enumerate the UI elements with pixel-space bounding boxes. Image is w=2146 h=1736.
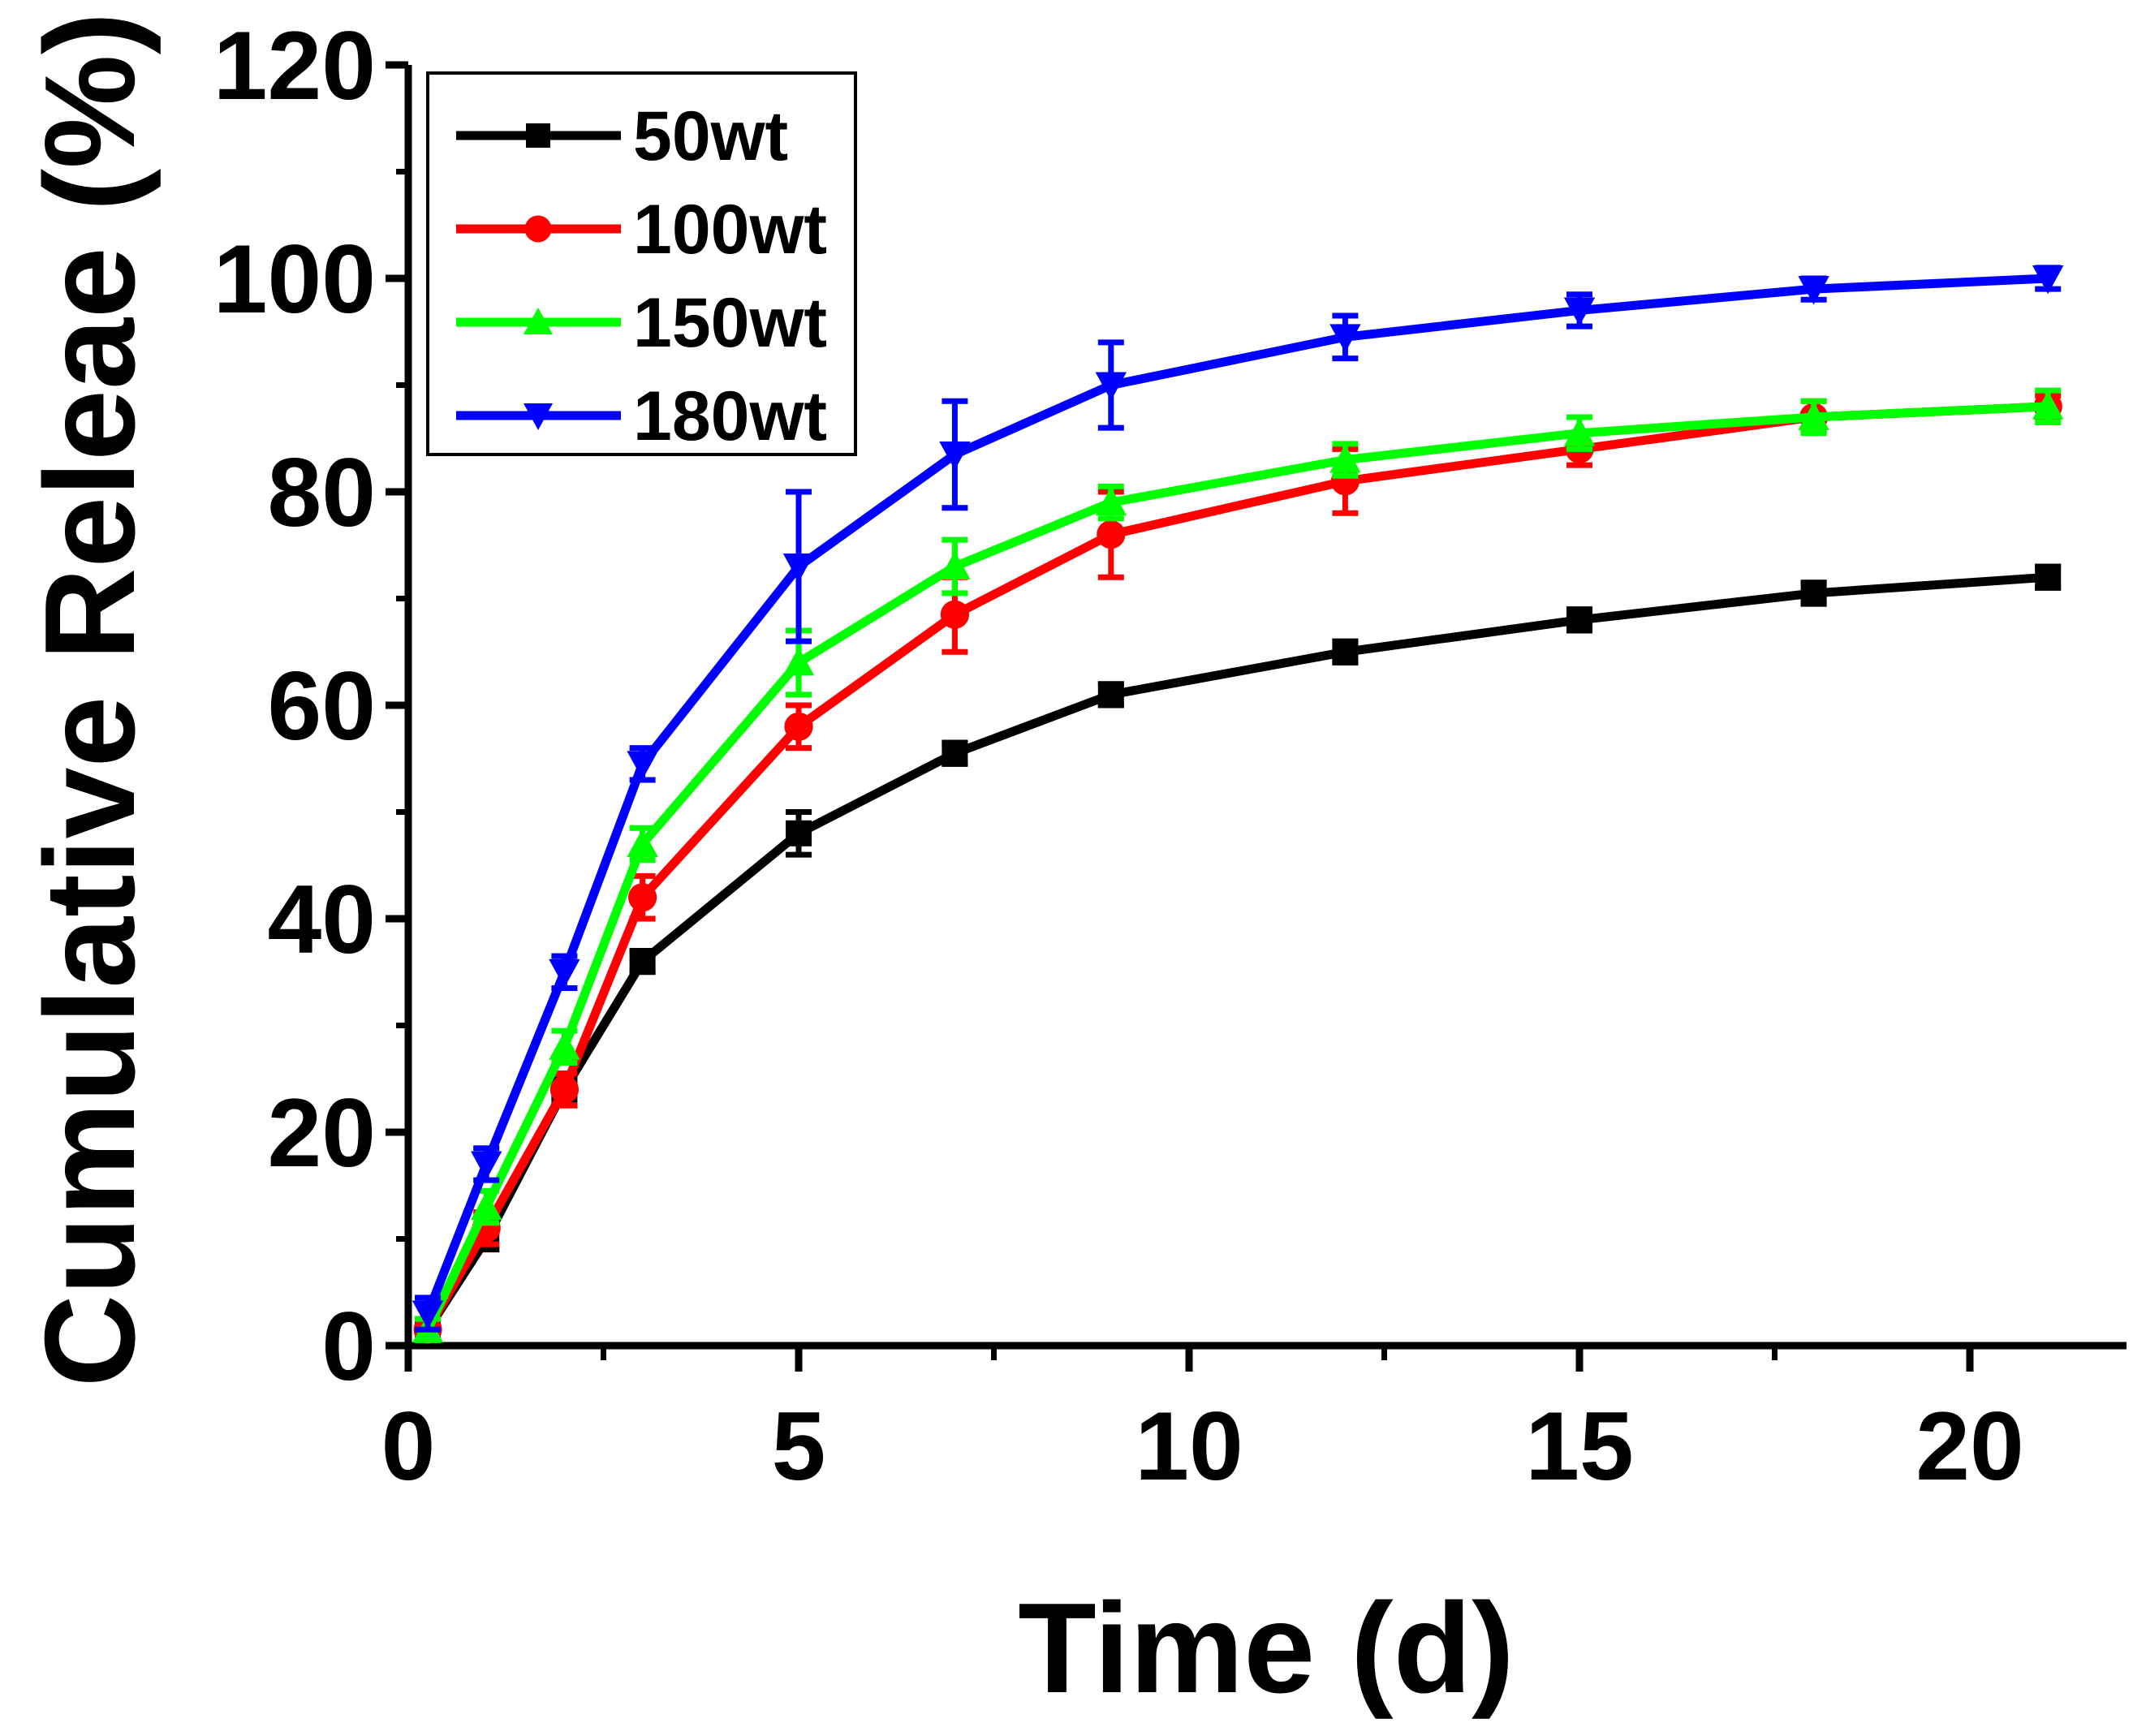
data-point bbox=[628, 883, 657, 912]
x-tick-label: 15 bbox=[1525, 1392, 1633, 1501]
legend-item-50wt: 50wt bbox=[456, 97, 788, 175]
data-point bbox=[2035, 564, 2062, 591]
series-layer bbox=[412, 265, 2064, 1344]
data-point bbox=[549, 958, 580, 988]
data-point bbox=[1329, 324, 1361, 353]
data-point bbox=[549, 1075, 580, 1104]
x-tick-label: 0 bbox=[381, 1392, 436, 1501]
data-point bbox=[627, 751, 658, 780]
data-point bbox=[784, 712, 813, 741]
data-point bbox=[1798, 276, 1829, 305]
y-tick-label: 20 bbox=[268, 1079, 376, 1187]
data-point bbox=[782, 554, 815, 583]
legend-label: 180wt bbox=[633, 377, 827, 455]
data-point bbox=[940, 600, 969, 629]
legend-marker bbox=[524, 403, 553, 430]
legend-item-150wt: 150wt bbox=[456, 284, 827, 362]
x-axis-title: Time (d) bbox=[1018, 1577, 1515, 1720]
data-point bbox=[1563, 297, 1596, 326]
y-tick-label: 100 bbox=[213, 225, 376, 334]
legend-label: 150wt bbox=[633, 284, 827, 362]
axes: 0 20 40 60 80 100 120 0 5 10 15 20 bbox=[213, 11, 2127, 1501]
y-tick-label: 80 bbox=[268, 438, 376, 547]
data-point bbox=[1095, 486, 1127, 516]
y-tick-label: 0 bbox=[321, 1292, 376, 1401]
series-180wt bbox=[412, 265, 2064, 1333]
data-point bbox=[1097, 681, 1124, 708]
data-point bbox=[786, 820, 812, 846]
legend-label: 100wt bbox=[633, 191, 827, 269]
series-150wt bbox=[412, 387, 2064, 1343]
data-point bbox=[549, 1031, 580, 1060]
data-point bbox=[629, 948, 656, 975]
legend-label: 50wt bbox=[633, 97, 788, 175]
data-point bbox=[942, 740, 968, 767]
data-point bbox=[412, 1300, 444, 1329]
legend-item-180wt: 180wt bbox=[456, 377, 827, 455]
legend: 50wt 100wt 150wt 180wt bbox=[426, 71, 857, 456]
y-tick-label: 60 bbox=[268, 652, 376, 760]
data-point bbox=[471, 1151, 502, 1180]
data-point bbox=[2032, 390, 2064, 420]
y-tick-label: 40 bbox=[268, 865, 376, 974]
data-point bbox=[1563, 417, 1596, 446]
data-point bbox=[471, 1191, 502, 1221]
data-point bbox=[2032, 265, 2064, 295]
data-point bbox=[1095, 372, 1127, 401]
legend-marker bbox=[524, 215, 552, 243]
data-point bbox=[1798, 401, 1829, 430]
x-tick-label: 5 bbox=[772, 1392, 826, 1501]
legend-marker bbox=[524, 308, 553, 334]
y-axis-title: Cumulative Releae (%) bbox=[19, 12, 162, 1388]
data-point bbox=[627, 828, 658, 857]
series-50wt bbox=[415, 563, 2062, 1343]
legend-marker bbox=[526, 123, 550, 148]
y-tick-label: 120 bbox=[213, 11, 376, 120]
x-tick-label: 20 bbox=[1915, 1392, 2023, 1501]
data-point bbox=[782, 647, 815, 676]
data-point bbox=[1329, 444, 1361, 473]
series-100wt bbox=[413, 392, 2062, 1344]
legend-item-100wt: 100wt bbox=[456, 191, 827, 269]
series-line bbox=[424, 402, 2049, 1333]
data-point bbox=[1566, 606, 1592, 633]
data-point bbox=[1800, 579, 1827, 606]
data-point bbox=[939, 550, 971, 580]
x-tick-label: 10 bbox=[1135, 1392, 1243, 1501]
series-line bbox=[424, 572, 2049, 1333]
data-point bbox=[939, 441, 971, 471]
data-point bbox=[1097, 520, 1126, 549]
data-point bbox=[1332, 639, 1359, 666]
